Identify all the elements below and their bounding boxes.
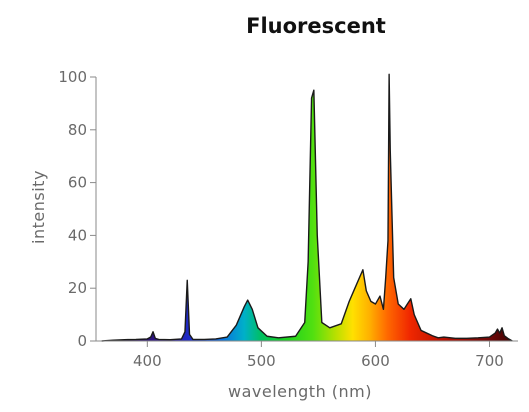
y-tick-label: 100	[58, 68, 87, 86]
y-tick-label: 80	[68, 121, 87, 139]
y-tick-label: 0	[77, 332, 87, 350]
x-tick-label: 400	[133, 352, 162, 370]
x-tick-label: 700	[475, 352, 504, 370]
y-axis-label: intensity	[29, 170, 48, 244]
x-axis-label: wavelength (nm)	[228, 382, 372, 401]
x-tick-label: 600	[361, 352, 390, 370]
y-tick-label: 60	[68, 174, 87, 192]
chart-title: Fluorescent	[246, 14, 386, 38]
y-tick-label: 20	[68, 279, 87, 297]
axes: 0 20 40 60 80 100 400 500 600 700	[58, 68, 518, 370]
spectrum-area-fill	[101, 74, 513, 342]
spectrum-line	[101, 73, 513, 342]
y-tick-label: 40	[68, 226, 87, 244]
plot-area	[101, 73, 513, 342]
x-tick-label: 500	[247, 352, 276, 370]
